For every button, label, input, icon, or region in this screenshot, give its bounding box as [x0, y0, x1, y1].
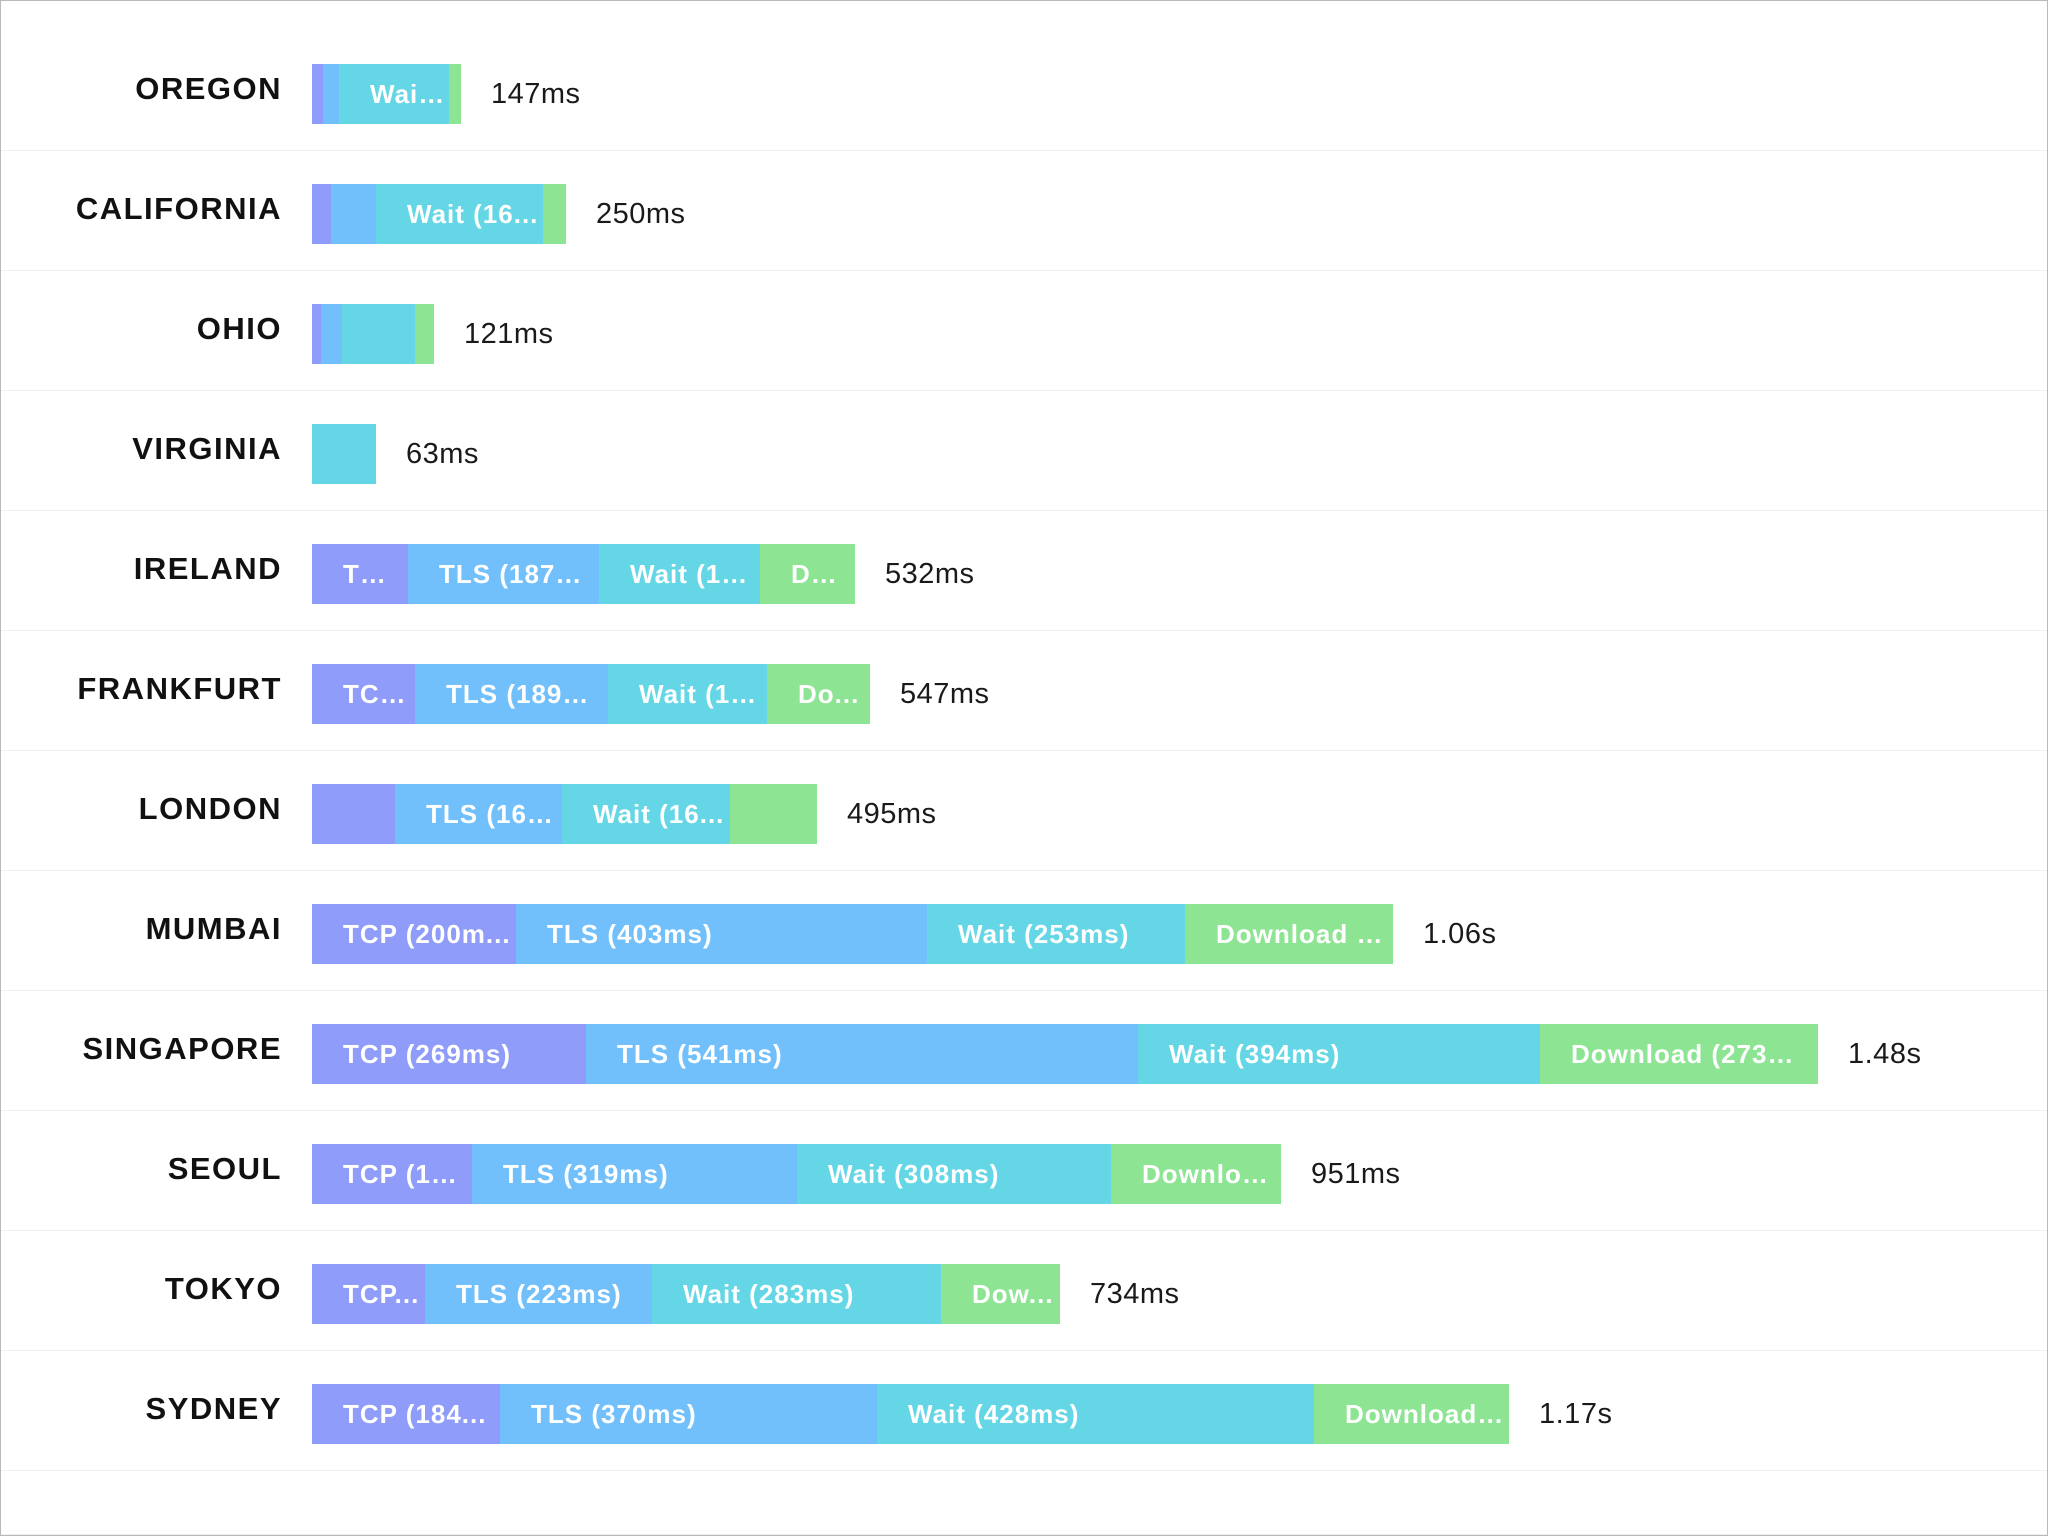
total-duration: 532ms [885, 558, 975, 590]
region-row-california: CALIFORNIA Wait (16... 250ms [1, 151, 2047, 271]
region-label: SINGAPORE [82, 1031, 282, 1066]
wait-segment[interactable]: Wait (308ms) [797, 1144, 1111, 1204]
region-row-seoul: SEOUL TCP (15... TLS (319ms) Wait (308ms) Do… [1, 1111, 2047, 1231]
region-row-sydney: SYDNEY TCP (184... TLS (370ms) Wait (428ms)… [1, 1351, 2047, 1471]
download-segment[interactable]: Do... [760, 544, 855, 604]
total-duration: 63ms [406, 438, 479, 470]
wait-segment[interactable]: Wait (16... [562, 784, 730, 844]
tcp-segment[interactable]: TC... [312, 544, 408, 604]
region-label: SEOUL [167, 1151, 282, 1186]
wait-segment[interactable] [342, 304, 415, 364]
tcp-segment[interactable] [312, 304, 321, 364]
timing-bar[interactable]: TLS (164... Wait (16... 495ms [312, 784, 937, 844]
total-duration: 734ms [1090, 1278, 1180, 1310]
timing-bar[interactable]: TCP (184... TLS (370ms) Wait (428ms) Downlo… [312, 1384, 1612, 1444]
wait-segment[interactable]: Wait (15... [599, 544, 760, 604]
timing-bar[interactable]: 121ms [312, 304, 554, 364]
total-duration: 951ms [1311, 1158, 1401, 1190]
tls-segment[interactable]: TLS (164... [395, 784, 562, 844]
region-row-tokyo: TOKYO TCP... TLS (223ms) Wait (283ms) Dow...… [1, 1231, 2047, 1351]
timing-bar[interactable]: TC... TLS (187m... Wait (15... Do... 532ms [312, 544, 975, 604]
timing-bar[interactable]: TCP (269ms) TLS (541ms) Wait (394ms) Downlo… [312, 1024, 1921, 1084]
region-label: OREGON [135, 71, 282, 106]
total-duration: 1.48s [1848, 1038, 1922, 1070]
download-segment[interactable]: Download (... [1185, 904, 1393, 964]
total-duration: 121ms [464, 318, 554, 350]
tcp-segment[interactable]: TCP (269ms) [312, 1024, 586, 1084]
region-label: IRELAND [133, 551, 282, 586]
wait-segment[interactable]: Wait (15... [608, 664, 767, 724]
region-label: CALIFORNIA [75, 191, 282, 226]
timing-bar[interactable]: TCP... TLS (189m... Wait (15... Do... 547ms [312, 664, 990, 724]
total-duration: 250ms [596, 198, 686, 230]
region-row-ireland: IRELAND TC... TLS (187m... Wait (15... Do...… [1, 511, 2047, 631]
total-duration: 547ms [900, 678, 990, 710]
tls-segment[interactable]: TLS (187m... [408, 544, 599, 604]
tcp-segment[interactable] [312, 184, 331, 244]
timing-bar[interactable]: Wait... 147ms [312, 64, 581, 124]
region-row-mumbai: MUMBAI TCP (200m... TLS (403ms) Wait (253ms… [1, 871, 2047, 991]
tls-segment[interactable]: TLS (370ms) [500, 1384, 877, 1444]
download-segment[interactable]: Downloa... [1111, 1144, 1281, 1204]
tcp-segment[interactable]: TCP... [312, 1264, 425, 1324]
total-duration: 147ms [491, 78, 581, 110]
wait-segment[interactable]: Wait (428ms) [877, 1384, 1314, 1444]
download-segment[interactable] [730, 784, 817, 844]
wait-segment[interactable]: Wait... [339, 64, 449, 124]
tls-segment[interactable] [323, 64, 339, 124]
wait-segment[interactable]: Wait (253ms) [927, 904, 1185, 964]
tls-segment[interactable]: TLS (223ms) [425, 1264, 652, 1324]
download-segment[interactable] [543, 184, 566, 244]
wait-segment[interactable]: Wait (283ms) [652, 1264, 941, 1324]
download-segment[interactable] [415, 304, 434, 364]
region-label: OHIO [196, 311, 282, 346]
region-label: LONDON [138, 791, 282, 826]
tls-segment[interactable] [331, 184, 376, 244]
timing-bar[interactable]: 63ms [312, 424, 479, 484]
region-row-virginia: VIRGINIA 63ms [1, 391, 2047, 511]
region-label: FRANKFURT [77, 671, 282, 706]
region-row-ohio: OHIO 121ms [1, 271, 2047, 391]
bottom-divider [1, 1534, 2047, 1535]
region-label: VIRGINIA [132, 431, 282, 466]
region-label: MUMBAI [145, 911, 282, 946]
region-row-oregon: OREGON Wait... 147ms [1, 31, 2047, 151]
region-row-frankfurt: FRANKFURT TCP... TLS (189m... Wait (15... Do… [1, 631, 2047, 751]
timing-bar[interactable]: TCP (200m... TLS (403ms) Wait (253ms) Downl… [312, 904, 1496, 964]
tls-segment[interactable] [321, 304, 342, 364]
download-segment[interactable]: Dow... [941, 1264, 1060, 1324]
tcp-segment[interactable] [312, 64, 323, 124]
region-label: TOKYO [164, 1271, 282, 1306]
total-duration: 1.06s [1423, 918, 1497, 950]
download-segment[interactable] [449, 64, 461, 124]
region-row-singapore: SINGAPORE TCP (269ms) TLS (541ms) Wait (394… [1, 991, 2047, 1111]
timing-bar[interactable]: TCP (15... TLS (319ms) Wait (308ms) Downloa… [312, 1144, 1401, 1204]
tls-segment[interactable]: TLS (319ms) [472, 1144, 797, 1204]
timing-bar[interactable]: TCP... TLS (223ms) Wait (283ms) Dow... 734ms [312, 1264, 1180, 1324]
region-label: SYDNEY [145, 1391, 282, 1426]
tcp-segment[interactable]: TCP... [312, 664, 415, 724]
tls-segment[interactable]: TLS (189m... [415, 664, 608, 724]
total-duration: 495ms [847, 798, 937, 830]
download-segment[interactable]: Download ... [1314, 1384, 1509, 1444]
wait-segment[interactable]: Wait (16... [376, 184, 543, 244]
tcp-segment[interactable]: TCP (15... [312, 1144, 472, 1204]
total-duration: 1.17s [1539, 1398, 1613, 1430]
wait-segment[interactable] [312, 424, 376, 484]
region-row-london: LONDON TLS (164... Wait (16... 495ms [1, 751, 2047, 871]
tcp-segment[interactable]: TCP (184... [312, 1384, 500, 1444]
tcp-segment[interactable] [312, 784, 395, 844]
tls-segment[interactable]: TLS (403ms) [516, 904, 927, 964]
download-segment[interactable]: Download (273m... [1540, 1024, 1818, 1084]
tls-segment[interactable]: TLS (541ms) [586, 1024, 1138, 1084]
timing-bar[interactable]: Wait (16... 250ms [312, 184, 686, 244]
region-latency-list: OREGON Wait... 147ms CALIFORNIA Wait (16... 2… [1, 31, 2047, 1471]
wait-segment[interactable]: Wait (394ms) [1138, 1024, 1540, 1084]
download-segment[interactable]: Do... [767, 664, 870, 724]
tcp-segment[interactable]: TCP (200m... [312, 904, 516, 964]
